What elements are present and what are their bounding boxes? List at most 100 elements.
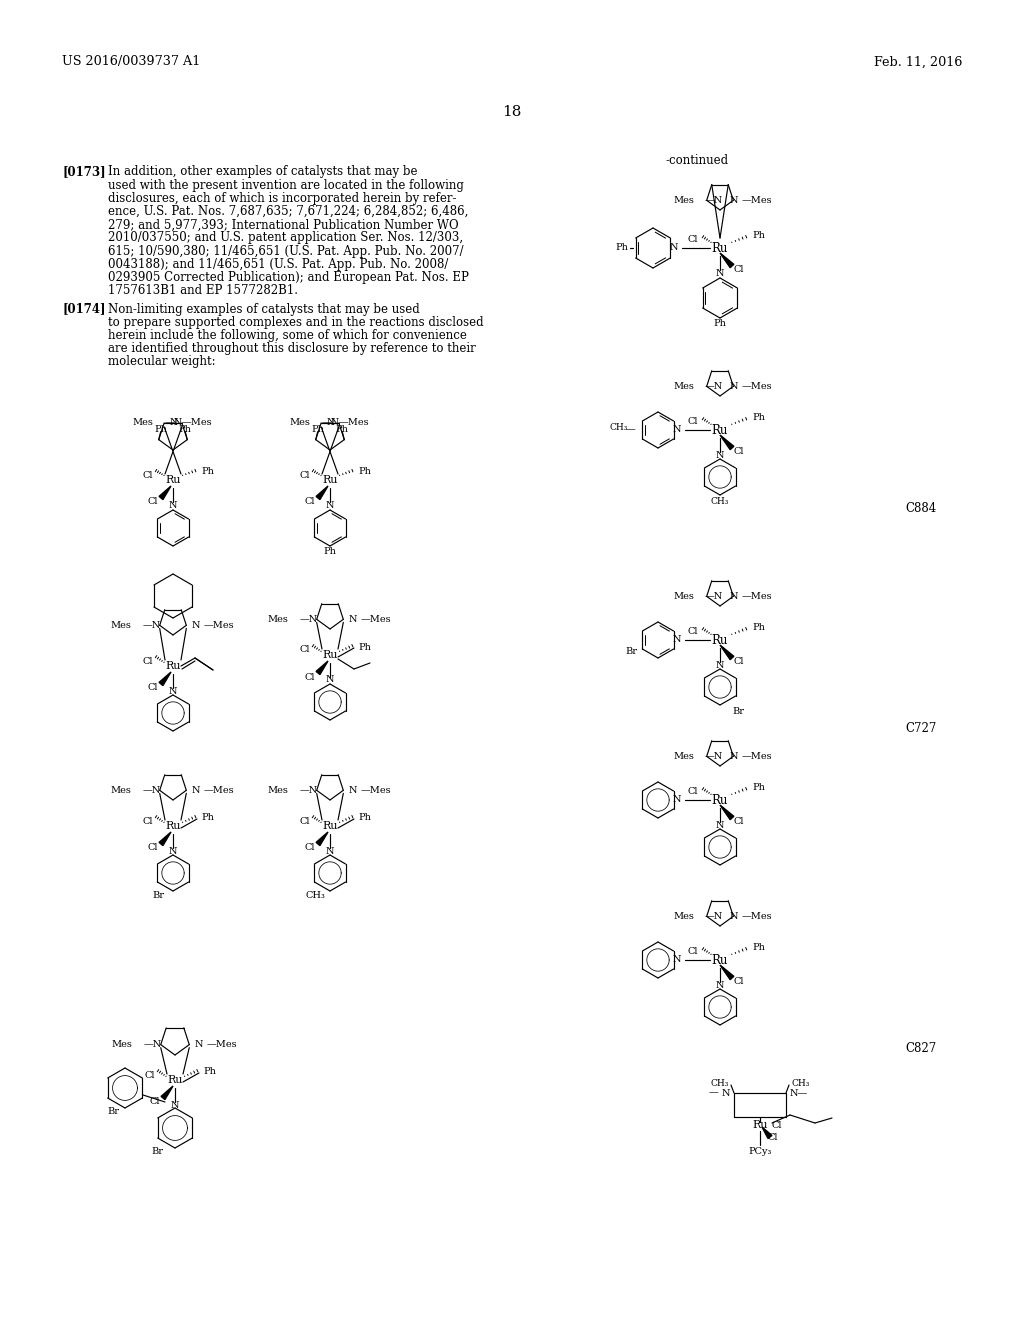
Text: Cl: Cl	[687, 948, 698, 957]
Text: Ru: Ru	[167, 1074, 182, 1085]
Text: Mes: Mes	[673, 912, 694, 921]
Text: Mes: Mes	[111, 785, 132, 795]
Text: —N: —N	[142, 620, 161, 630]
Polygon shape	[720, 645, 734, 660]
Text: —Mes: —Mes	[742, 195, 773, 205]
Text: N: N	[716, 450, 724, 459]
Text: N: N	[326, 676, 334, 685]
Text: Cl: Cl	[147, 843, 158, 853]
Text: —N: —N	[705, 381, 723, 391]
Text: —Mes: —Mes	[360, 615, 391, 624]
Text: N: N	[716, 660, 724, 669]
Text: N: N	[673, 956, 681, 965]
Text: N: N	[730, 381, 738, 391]
Polygon shape	[762, 1127, 772, 1139]
Text: Ph: Ph	[752, 231, 765, 240]
Text: —N: —N	[705, 912, 723, 921]
Text: used with the present invention are located in the following: used with the present invention are loca…	[108, 178, 464, 191]
Text: N: N	[673, 635, 681, 644]
Text: —Mes: —Mes	[742, 912, 773, 921]
Text: Cl: Cl	[304, 498, 315, 507]
Text: Cl: Cl	[142, 817, 153, 825]
Text: Ru: Ru	[165, 475, 181, 484]
Text: Ru: Ru	[165, 821, 181, 832]
Text: N: N	[169, 846, 177, 855]
Text: Ru: Ru	[165, 661, 181, 671]
Text: Cl: Cl	[299, 645, 310, 655]
Text: Cl: Cl	[734, 265, 744, 275]
Text: 0043188); and 11/465,651 (U.S. Pat. App. Pub. No. 2008/: 0043188); and 11/465,651 (U.S. Pat. App.…	[108, 257, 449, 271]
Text: N: N	[670, 243, 678, 252]
Text: N—: N—	[790, 1089, 808, 1097]
Polygon shape	[720, 965, 734, 979]
Text: -continued: -continued	[665, 153, 728, 166]
Text: N: N	[191, 620, 200, 630]
Text: Ph: Ph	[201, 467, 214, 477]
Text: CH₃: CH₃	[305, 891, 325, 900]
Text: —Mes: —Mes	[206, 1040, 237, 1049]
Text: Cl: Cl	[687, 235, 698, 244]
Polygon shape	[720, 436, 734, 450]
Text: 279; and 5,977,393; International Publication Number WO: 279; and 5,977,393; International Public…	[108, 218, 459, 231]
Text: Ru: Ru	[323, 649, 338, 660]
Text: ence, U.S. Pat. Nos. 7,687,635; 7,671,224; 6,284,852; 6,486,: ence, U.S. Pat. Nos. 7,687,635; 7,671,22…	[108, 205, 468, 218]
Text: Cl: Cl	[687, 788, 698, 796]
Text: 615; 10/590,380; 11/465,651 (U.S. Pat. App. Pub. No. 2007/: 615; 10/590,380; 11/465,651 (U.S. Pat. A…	[108, 244, 464, 257]
Text: Cl: Cl	[687, 417, 698, 426]
Text: Ph: Ph	[752, 944, 765, 953]
Text: Cl: Cl	[734, 657, 744, 667]
Text: N: N	[730, 591, 738, 601]
Text: Ph: Ph	[358, 643, 371, 652]
Text: N: N	[171, 1101, 179, 1110]
Text: US 2016/0039737 A1: US 2016/0039737 A1	[62, 55, 201, 69]
Text: C884: C884	[905, 502, 936, 515]
Text: [0174]: [0174]	[62, 302, 105, 315]
Text: Ph: Ph	[358, 467, 371, 477]
Text: Ru: Ru	[323, 475, 338, 484]
Text: Mes: Mes	[673, 195, 694, 205]
Text: Mes: Mes	[111, 620, 132, 630]
Text: Cl: Cl	[304, 843, 315, 853]
Text: Ph: Ph	[752, 413, 765, 422]
Text: N: N	[327, 418, 335, 428]
Text: N: N	[195, 1040, 203, 1049]
Text: —N: —N	[705, 195, 723, 205]
Text: N: N	[169, 686, 177, 696]
Text: —N: —N	[322, 418, 340, 428]
Text: Mes: Mes	[673, 591, 694, 601]
Text: —N: —N	[705, 591, 723, 601]
Text: CH₃: CH₃	[609, 424, 628, 433]
Polygon shape	[159, 486, 171, 499]
Polygon shape	[720, 805, 734, 820]
Text: —Mes: —Mes	[742, 591, 773, 601]
Text: Ph: Ph	[179, 425, 191, 434]
Text: Cl: Cl	[772, 1121, 782, 1130]
Text: Cl: Cl	[687, 627, 698, 636]
Text: N: N	[716, 821, 724, 829]
Text: Cl: Cl	[734, 817, 744, 826]
Text: N: N	[348, 785, 356, 795]
Text: Cl: Cl	[142, 470, 153, 479]
Text: Ph: Ph	[714, 319, 726, 329]
Text: Ph: Ph	[336, 425, 349, 434]
Text: Ru: Ru	[712, 242, 728, 255]
Text: Ph: Ph	[155, 425, 167, 434]
Text: —N: —N	[300, 785, 317, 795]
Text: Mes: Mes	[133, 418, 154, 428]
Text: Ph: Ph	[203, 1068, 216, 1077]
Text: —Mes: —Mes	[204, 785, 233, 795]
Text: Cl: Cl	[734, 978, 744, 986]
Text: N: N	[722, 1089, 730, 1097]
Text: PCy₃: PCy₃	[749, 1147, 772, 1156]
Text: Br: Br	[151, 1147, 163, 1156]
Text: N: N	[673, 796, 681, 804]
Text: Feb. 11, 2016: Feb. 11, 2016	[873, 55, 962, 69]
Polygon shape	[316, 832, 328, 846]
Text: C827: C827	[905, 1041, 936, 1055]
Text: N: N	[716, 269, 724, 279]
Polygon shape	[159, 672, 171, 685]
Text: Ru: Ru	[323, 821, 338, 832]
Text: —: —	[709, 1089, 718, 1097]
Text: —N: —N	[143, 1040, 162, 1049]
Text: N: N	[730, 195, 738, 205]
